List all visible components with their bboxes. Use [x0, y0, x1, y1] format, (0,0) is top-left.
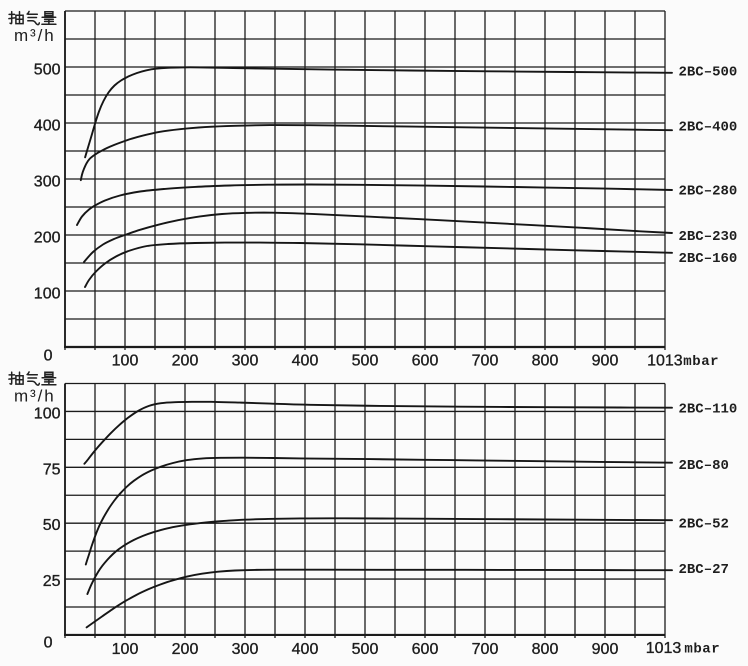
- svg-text:300: 300: [232, 641, 259, 658]
- svg-text:200: 200: [172, 353, 199, 370]
- svg-text:1013: 1013: [647, 353, 683, 370]
- svg-text:500: 500: [34, 61, 61, 78]
- svg-text:2BC–400: 2BC–400: [679, 120, 738, 136]
- svg-text:700: 700: [472, 353, 499, 370]
- svg-text:25: 25: [43, 573, 61, 590]
- svg-text:900: 900: [592, 641, 619, 658]
- svg-text:400: 400: [34, 117, 61, 134]
- svg-text:600: 600: [412, 641, 439, 658]
- svg-text:200: 200: [34, 229, 61, 246]
- svg-text:700: 700: [472, 641, 499, 658]
- svg-text:2BC–230: 2BC–230: [679, 229, 738, 245]
- svg-text:500: 500: [352, 641, 379, 658]
- svg-text:m³/h: m³/h: [14, 26, 56, 45]
- svg-text:600: 600: [412, 353, 439, 370]
- svg-text:800: 800: [532, 641, 559, 658]
- svg-text:400: 400: [292, 353, 319, 370]
- svg-text:2BC–110: 2BC–110: [679, 402, 738, 418]
- svg-text:2BC–500: 2BC–500: [679, 65, 738, 81]
- svg-text:m³/h: m³/h: [14, 387, 56, 406]
- svg-text:100: 100: [112, 641, 139, 658]
- svg-text:400: 400: [292, 641, 319, 658]
- svg-text:0: 0: [44, 347, 53, 364]
- svg-text:100: 100: [34, 405, 61, 422]
- svg-text:300: 300: [232, 353, 259, 370]
- svg-text:800: 800: [532, 353, 559, 370]
- svg-text:50: 50: [43, 517, 61, 534]
- svg-text:2BC–280: 2BC–280: [679, 184, 738, 200]
- svg-text:mbar: mbar: [684, 641, 720, 657]
- svg-text:2BC–52: 2BC–52: [679, 516, 729, 532]
- svg-text:75: 75: [43, 461, 61, 478]
- svg-text:2BC–27: 2BC–27: [679, 562, 729, 578]
- svg-text:2BC–160: 2BC–160: [679, 251, 738, 267]
- svg-text:900: 900: [592, 353, 619, 370]
- svg-text:2BC–80: 2BC–80: [679, 458, 729, 474]
- svg-text:mbar: mbar: [683, 354, 719, 370]
- svg-text:100: 100: [112, 353, 139, 370]
- svg-text:300: 300: [34, 173, 61, 190]
- svg-text:500: 500: [352, 353, 379, 370]
- svg-text:200: 200: [172, 641, 199, 658]
- svg-text:100: 100: [34, 285, 61, 302]
- svg-text:1013: 1013: [646, 640, 682, 657]
- svg-text:0: 0: [44, 634, 53, 651]
